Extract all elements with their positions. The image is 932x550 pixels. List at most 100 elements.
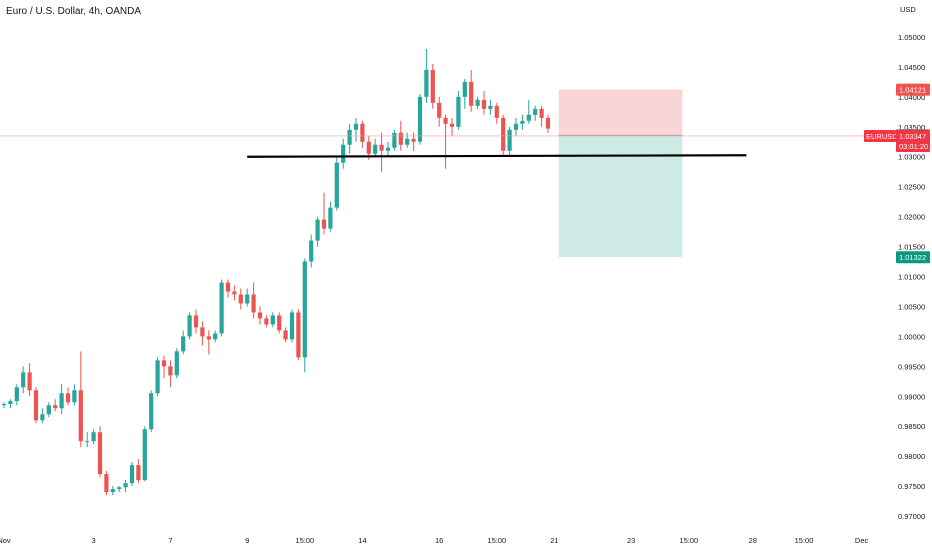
candle-body <box>168 366 173 376</box>
price-tick-label: 1.05000 <box>898 33 925 42</box>
candle-body <box>14 387 19 402</box>
candle-body <box>309 240 314 262</box>
candle-body <box>373 144 378 154</box>
candle-body <box>129 465 135 484</box>
candle-body <box>481 99 487 109</box>
time-tick-label: 15:00 <box>679 536 698 545</box>
candle-body <box>181 336 186 352</box>
price-tag <box>896 83 930 96</box>
candle-body <box>398 132 403 145</box>
price-tag-label: 1.04121 <box>899 86 926 95</box>
candle-body <box>507 129 512 151</box>
candle-body <box>78 390 83 442</box>
candle-body <box>91 432 96 442</box>
candle-body <box>392 132 397 148</box>
candle-body <box>270 315 275 325</box>
candle-body <box>251 294 256 313</box>
price-tick-label: 0.97500 <box>898 482 925 491</box>
overlay-lines <box>0 135 866 158</box>
candle-body <box>289 312 295 340</box>
candle-body <box>533 108 538 115</box>
candle-body <box>213 333 218 340</box>
candle-body <box>59 393 64 409</box>
candle-body <box>219 282 224 334</box>
candle-body <box>245 294 250 304</box>
time-tick-label: 23 <box>627 536 635 545</box>
price-tick-label: 1.02000 <box>898 213 925 222</box>
candle-body <box>53 405 58 409</box>
candle-body <box>257 312 263 319</box>
candle-body <box>264 318 269 325</box>
symbol-tag-label: EURUSD <box>866 132 898 141</box>
candle-body <box>385 147 391 151</box>
candles <box>1 48 551 496</box>
candle-body <box>206 336 211 340</box>
candle-body <box>405 138 410 145</box>
candle-body <box>155 360 160 394</box>
currency-label: USD <box>900 5 916 14</box>
reward-zone <box>558 135 683 258</box>
candle-body <box>149 393 154 430</box>
chart-title: Euro / U.S. Dollar, 4h, OANDA <box>6 6 142 17</box>
candle-body <box>462 81 467 97</box>
price-tick-label: 0.98500 <box>898 422 925 431</box>
time-tick-label: 14 <box>358 536 366 545</box>
price-axis[interactable]: 0.97000 0.97500 0.98000 0.98500 0.99000 0.995… <box>898 5 925 521</box>
time-tick-label: 15:00 <box>487 536 506 545</box>
price-tick-label: 0.98000 <box>898 452 925 461</box>
price-tags: 1.041211.033591.01322EURUSD1.0334703:01:… <box>864 83 930 264</box>
candle-body <box>424 69 429 97</box>
symbol-tag <box>864 129 896 142</box>
candle-body <box>142 429 147 481</box>
price-tick-label: 1.02500 <box>898 183 925 192</box>
candle-body <box>40 414 45 421</box>
candle-body <box>277 315 282 331</box>
time-tick-label: 3 <box>92 536 96 545</box>
candle-body <box>411 138 416 142</box>
candle-body <box>85 441 90 443</box>
candle-body <box>321 219 327 229</box>
support-line <box>247 154 747 158</box>
price-tick-label: 0.97000 <box>898 512 925 521</box>
time-tick-label: 28 <box>749 536 757 545</box>
candle-body <box>104 474 109 493</box>
candle-body <box>72 390 77 403</box>
candle-body <box>366 141 371 154</box>
price-tick-label: 0.99500 <box>898 362 925 371</box>
price-tag <box>896 251 930 264</box>
time-tick-label: 9 <box>245 536 249 545</box>
time-tick-label: Dec <box>855 536 869 545</box>
candle-body <box>8 401 13 405</box>
candle-body <box>430 69 435 103</box>
candle-body <box>1 404 7 406</box>
time-tick-label: 21 <box>550 536 558 545</box>
candle-body <box>449 123 455 127</box>
current-price-label: 1.03347 <box>899 132 926 141</box>
candle-body <box>187 315 192 337</box>
candle-body <box>353 123 359 130</box>
candle-body <box>539 108 544 118</box>
candle-body <box>283 330 288 340</box>
time-tick-label: 15:00 <box>795 536 814 545</box>
candle-body <box>46 405 51 415</box>
candle-body <box>33 390 39 421</box>
candle-body <box>526 114 531 121</box>
candle-body <box>417 96 423 142</box>
candle-body <box>456 96 461 127</box>
time-tick-label: Nov <box>0 536 11 545</box>
price-tick-label: 1.01500 <box>898 243 925 252</box>
candle-body <box>379 144 384 151</box>
price-tick-label: 1.01000 <box>898 273 925 282</box>
candle-body <box>475 99 480 106</box>
price-tick-label: 1.00500 <box>898 302 925 311</box>
candle-body <box>110 489 115 493</box>
candle-body <box>302 261 307 358</box>
candle-body <box>117 487 122 490</box>
candle-body <box>501 117 506 151</box>
candle-body <box>232 291 237 295</box>
candle-body <box>328 207 333 229</box>
time-axis[interactable]: Nov 3 7 9 15:00 14 16 15:00 21 23 15:00 28 15:00 Dec <box>0 536 869 545</box>
candle-body <box>513 123 519 130</box>
price-tag-label: 1.01322 <box>899 253 926 262</box>
